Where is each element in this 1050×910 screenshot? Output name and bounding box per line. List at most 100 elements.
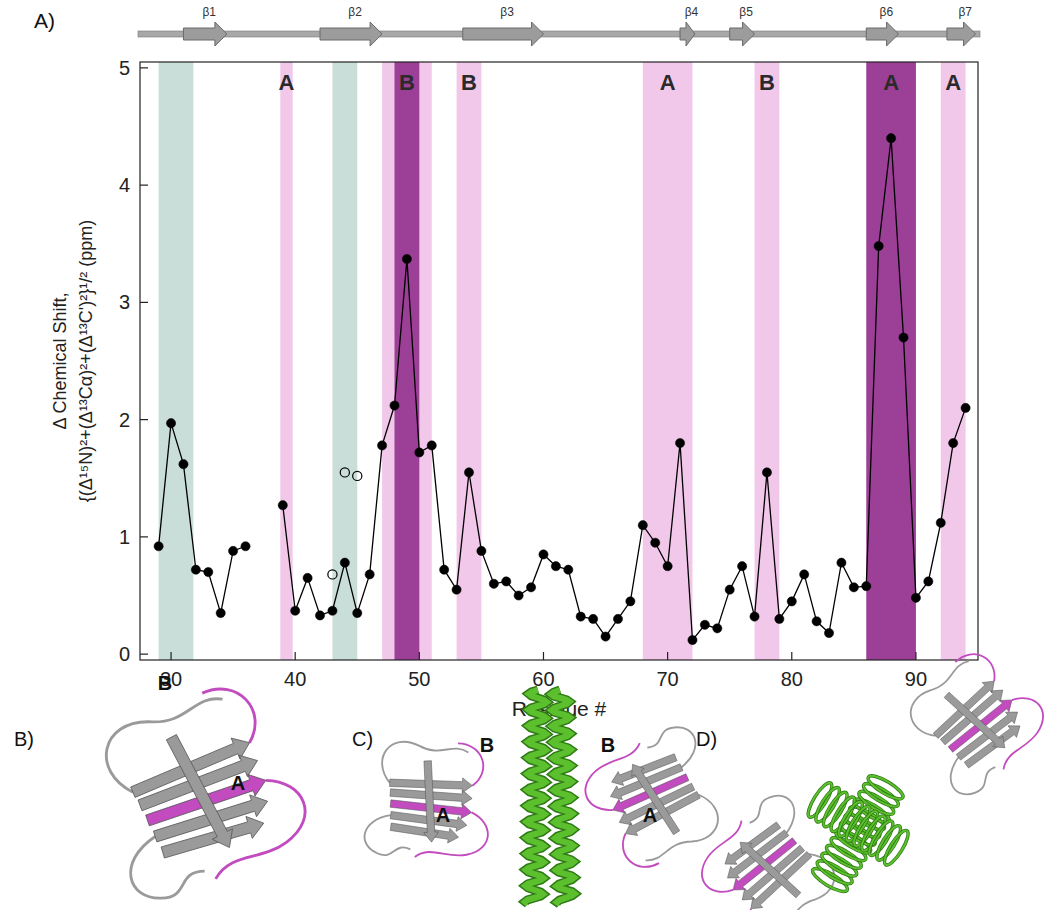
data-point <box>824 628 833 637</box>
helix <box>810 865 850 896</box>
data-point <box>564 565 573 574</box>
data-point <box>589 614 598 623</box>
data-point <box>775 614 784 623</box>
data-point <box>340 558 349 567</box>
beta-strand <box>866 22 898 46</box>
x-tick <box>419 652 420 660</box>
strand-label: β7 <box>958 5 972 19</box>
helix <box>858 813 889 853</box>
data-point <box>514 591 523 600</box>
x-tick-label: 40 <box>284 668 306 690</box>
beta-strand <box>320 22 382 46</box>
protein-domain <box>98 678 316 904</box>
data-point <box>402 254 411 263</box>
region <box>941 62 966 660</box>
beta-strand <box>183 22 226 46</box>
data-point <box>489 579 498 588</box>
helix <box>850 808 881 848</box>
data-point <box>427 441 436 450</box>
helix <box>525 690 547 904</box>
data-point <box>961 403 970 412</box>
data-point <box>675 438 684 447</box>
plot-area <box>154 62 970 660</box>
data-point <box>738 562 747 571</box>
data-point <box>539 550 548 559</box>
data-point <box>291 606 300 615</box>
region <box>382 62 432 660</box>
region-label: A <box>883 70 899 95</box>
helix <box>819 849 859 880</box>
helix <box>835 799 866 839</box>
data-point <box>315 611 324 620</box>
data-point <box>725 585 734 594</box>
loop <box>619 827 659 872</box>
data-point <box>179 460 188 469</box>
region <box>643 62 693 660</box>
data-point <box>353 608 362 617</box>
x-tick <box>667 652 668 660</box>
panel-label: D) <box>696 728 717 750</box>
data-point <box>651 538 660 547</box>
data-point <box>415 448 424 457</box>
panel-label: B) <box>14 728 34 750</box>
region-label: B <box>461 70 477 95</box>
helix <box>804 780 835 820</box>
data-point <box>353 471 362 480</box>
data-point <box>626 597 635 606</box>
x-tick <box>791 652 792 660</box>
data-point <box>477 546 486 555</box>
x-tick <box>295 652 296 660</box>
helix <box>865 818 896 858</box>
protein-domain <box>358 725 509 881</box>
plot-frame <box>140 62 978 660</box>
region <box>866 62 916 660</box>
region-label: A <box>945 70 961 95</box>
helix <box>835 799 866 839</box>
data-point <box>303 573 312 582</box>
helix <box>551 690 575 904</box>
data-point <box>862 582 871 591</box>
region <box>332 62 357 660</box>
x-tick-label: 90 <box>905 668 927 690</box>
data-point <box>911 593 920 602</box>
secondary-structure: β1β2β3β4β5β6β7 <box>138 5 980 46</box>
region <box>457 62 482 660</box>
data-point <box>328 606 337 615</box>
helix <box>827 794 858 834</box>
helix <box>820 789 851 829</box>
helix <box>858 813 889 853</box>
loop <box>202 683 259 749</box>
data-point <box>638 521 647 530</box>
region-label: A <box>660 70 676 95</box>
data-point <box>949 438 958 447</box>
data-point <box>340 468 349 477</box>
data-point <box>502 577 511 586</box>
helix <box>812 785 843 825</box>
data-point <box>713 624 722 633</box>
helix <box>819 849 859 880</box>
helix <box>827 794 858 834</box>
data-point <box>551 562 560 571</box>
data-point <box>936 518 945 527</box>
structure-annotation: B <box>480 734 494 756</box>
structure-annotation: A <box>231 772 245 794</box>
data-point <box>787 597 796 606</box>
x-tick-label: 70 <box>657 668 679 690</box>
loop <box>744 789 804 846</box>
region-label: B <box>399 70 415 95</box>
strand-ribbon <box>943 680 1008 762</box>
strand-label: β4 <box>685 5 699 19</box>
panel-label: A) <box>34 9 55 32</box>
strand-label: β2 <box>348 5 362 19</box>
helix <box>873 823 904 863</box>
x-tick <box>170 652 171 660</box>
helix <box>850 808 881 848</box>
data-point <box>452 585 461 594</box>
data-point <box>440 565 449 574</box>
helix <box>865 818 896 858</box>
strand-label: β5 <box>739 5 753 19</box>
data-point <box>750 612 759 621</box>
helix <box>873 823 904 863</box>
helix <box>810 865 850 896</box>
y-tick <box>140 185 148 186</box>
